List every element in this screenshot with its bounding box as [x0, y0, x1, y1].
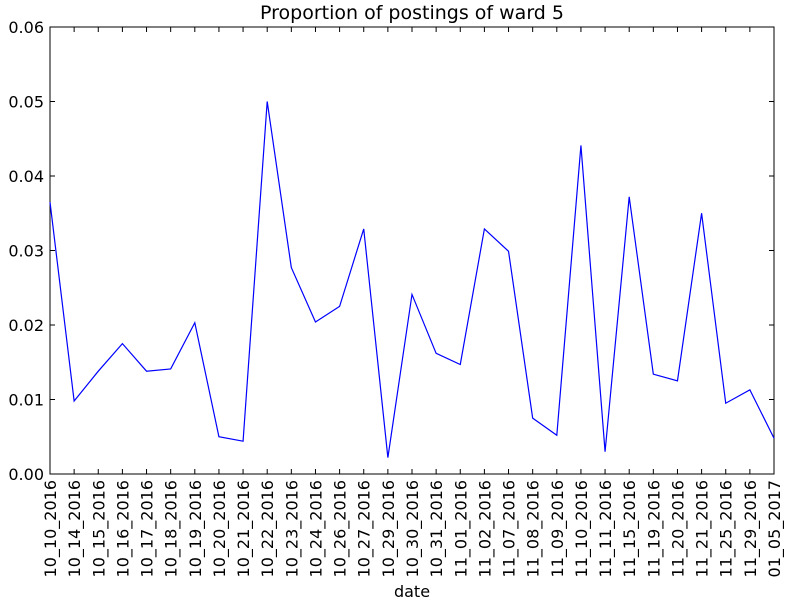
- x-tick-label: 10_24_2016: [306, 480, 326, 577]
- x-tick-label: 10_27_2016: [355, 480, 375, 577]
- x-tick-label: 10_14_2016: [65, 480, 85, 577]
- y-tick-label: 0.05: [8, 93, 44, 112]
- x-tick-label: 10_10_2016: [41, 480, 61, 577]
- x-tick-label: 11_07_2016: [500, 480, 520, 577]
- plot-frame: [49, 26, 775, 475]
- x-tick-label: 10_16_2016: [113, 480, 133, 577]
- x-tick-label: 11_02_2016: [475, 480, 495, 577]
- x-tick-label: 11_10_2016: [572, 480, 592, 577]
- x-tick-label: 11_19_2016: [644, 480, 664, 577]
- y-tick-label: 0.03: [8, 242, 44, 261]
- series-line: [49, 101, 775, 458]
- x-tick-label: 10_15_2016: [89, 480, 109, 577]
- x-tick-label: 01_05_2017: [765, 480, 785, 577]
- x-tick-label: 11_25_2016: [717, 480, 737, 577]
- x-tick-label: 11_29_2016: [741, 480, 761, 577]
- y-tick-label: 0.04: [8, 167, 44, 186]
- x-axis-label: date: [394, 582, 430, 600]
- x-tick-label: 10_21_2016: [234, 480, 254, 577]
- x-tick-label: 10_18_2016: [162, 480, 182, 577]
- x-tick-label: 10_23_2016: [282, 480, 302, 577]
- y-tick-label: 0.01: [8, 391, 44, 410]
- x-tick-label: 11_15_2016: [620, 480, 640, 577]
- x-tick-label: 11_11_2016: [596, 480, 616, 577]
- x-tick-label: 10_29_2016: [379, 480, 399, 577]
- y-tick-label: 0.00: [8, 465, 44, 484]
- x-tick-label: 10_30_2016: [403, 480, 423, 577]
- y-tick-label: 0.02: [8, 316, 44, 335]
- x-tick-label: 11_08_2016: [524, 480, 544, 577]
- x-tick-label: 11_01_2016: [451, 480, 471, 577]
- x-tick-label: 10_31_2016: [427, 480, 447, 577]
- x-tick-label: 11_21_2016: [693, 480, 713, 577]
- chart-title: Proportion of postings of ward 5: [260, 2, 564, 24]
- x-tick-label: 10_19_2016: [186, 480, 206, 577]
- y-tick-label: 0.06: [8, 18, 44, 37]
- x-tick-label: 10_20_2016: [210, 480, 230, 577]
- x-tick-label: 11_20_2016: [668, 480, 688, 577]
- x-tick-label: 10_17_2016: [138, 480, 158, 577]
- x-tick-label: 10_26_2016: [331, 480, 351, 577]
- x-tick-label: 11_09_2016: [548, 480, 568, 577]
- x-tick-label: 10_22_2016: [258, 480, 278, 577]
